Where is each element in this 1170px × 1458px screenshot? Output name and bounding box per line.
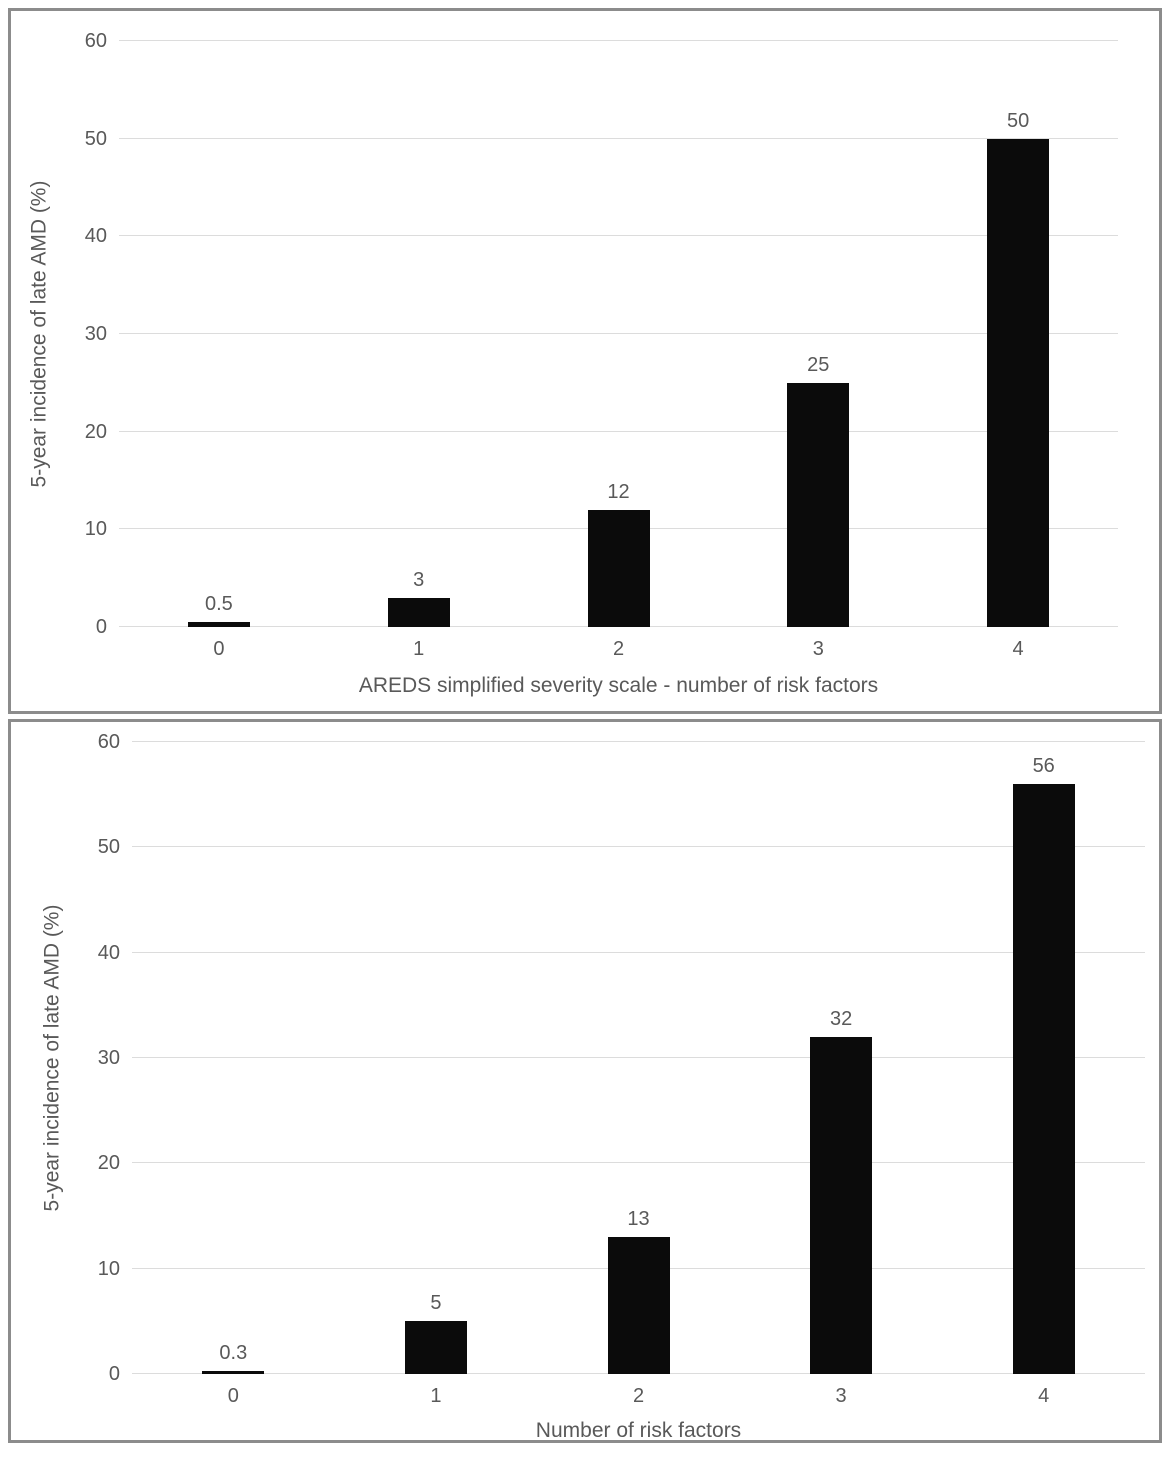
y-tick-label: 0 [95,616,107,638]
gridline [132,846,1145,848]
y-tick-label: 20 [97,1152,120,1175]
y-axis-title-text: 5-year incidence of late AMD (%) [40,904,63,1212]
bar-value-label: 25 [807,353,830,376]
bar [1012,784,1075,1374]
x-tick-label: 3 [835,1385,847,1407]
x-axis-tick-row: 0 1 2 3 4 [132,1374,1145,1416]
x-tick-label: 4 [1038,1385,1050,1407]
gridline [132,951,1145,953]
x-axis-tick-row: 0 1 2 3 4 [119,627,1118,671]
gridline [119,333,1118,334]
x-tick-label: 2 [632,1385,645,1407]
bar [404,1321,467,1374]
chart-panel-areds-severity-scale: 5-year incidence of late AMD (%) 0 10 20 30… [8,8,1162,714]
bar [202,1370,265,1374]
gridline [132,1057,1145,1058]
bar [387,597,450,627]
x-tick-label: 1 [430,1385,442,1407]
gridline [132,741,1145,742]
y-tick-label: 50 [97,836,120,859]
x-tick-label: 0 [227,1385,239,1407]
x-tick-label: 3 [812,638,824,660]
bar-value-label: 12 [607,480,630,503]
plot-area: 0.5 3 12 25 50 [119,40,1118,627]
bar-value-label: 3 [413,568,425,591]
y-tick-label: 10 [97,1257,120,1280]
y-axis-title: 5-year incidence of late AMD (%) [24,742,80,1374]
y-axis-tick-column: 0 10 20 30 40 50 60 [80,732,132,1384]
gridline [119,40,1118,41]
gridline [119,235,1118,237]
bar [187,622,250,627]
y-tick-label: 50 [84,127,107,150]
bar-value-label: 50 [1006,109,1030,132]
x-tick-label: 1 [413,638,425,660]
x-axis-title: AREDS simplified severity scale - number… [358,674,879,697]
x-axis-title: Number of risk factors [535,1419,742,1442]
gridline [119,137,1118,139]
gridline [119,430,1118,432]
y-tick-label: 40 [97,941,120,964]
bar [587,509,650,627]
bar-value-label: 13 [627,1208,650,1231]
y-tick-label: 40 [84,225,107,248]
bar-value-label: 0.5 [204,593,233,616]
y-tick-label: 60 [84,30,107,52]
bar [810,1036,873,1374]
bar [987,138,1050,627]
y-tick-label: 60 [97,731,120,753]
y-axis-tick-column: 0 10 20 30 40 50 60 [67,31,119,637]
y-axis-title: 5-year incidence of late AMD (%) [11,41,67,627]
x-tick-label: 0 [213,638,225,660]
bar-value-label: 0.3 [219,1341,248,1364]
bar-value-label: 56 [1032,755,1055,778]
bar-value-label: 5 [430,1292,442,1315]
y-tick-label: 10 [84,518,107,541]
y-tick-label: 20 [84,420,107,443]
chart-panel-number-of-risk-factors: 5-year incidence of late AMD (%) 0 10 20 30… [8,719,1162,1443]
x-tick-label: 2 [612,638,625,660]
bar [607,1237,670,1374]
bar-value-label: 32 [829,1007,853,1030]
y-tick-label: 30 [84,323,107,345]
plot-area: 0.3 5 13 32 56 [132,741,1145,1374]
bar [787,382,850,627]
x-tick-label: 4 [1012,638,1024,660]
gridline [132,1162,1145,1164]
y-tick-label: 0 [108,1363,120,1385]
y-axis-title-text: 5-year incidence of late AMD (%) [27,180,50,488]
y-tick-label: 30 [97,1047,120,1069]
